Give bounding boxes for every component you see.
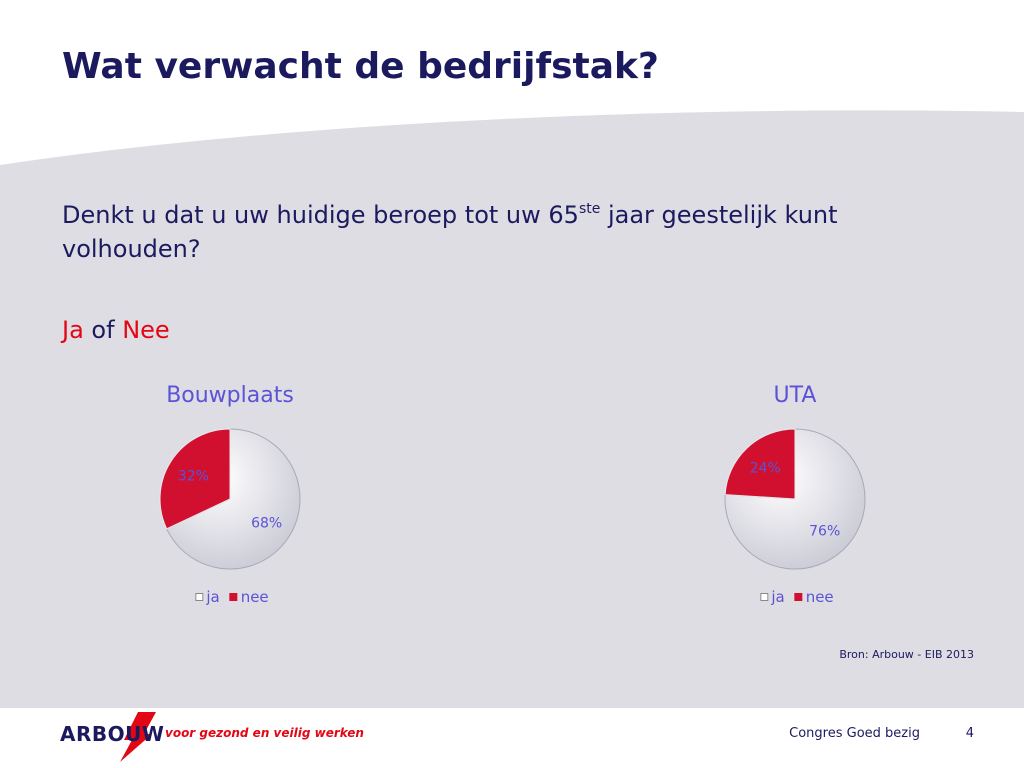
legend-label-ja: ja — [206, 588, 219, 606]
answer-options: Ja of Nee — [62, 316, 170, 344]
survey-question: Denkt u dat u uw huidige beroep tot uw 6… — [62, 198, 962, 266]
pie-label-nee: 32% — [178, 469, 209, 485]
slide-title: Wat verwacht de bedrijfstak? — [62, 46, 659, 87]
chart-title-bouwplaats: Bouwplaats — [166, 383, 294, 408]
legend-bouwplaats: ja nee — [195, 588, 268, 606]
legend-label-ja: ja — [771, 588, 784, 606]
legend-swatch-nee — [795, 593, 803, 601]
answer-ja: Ja — [62, 316, 84, 344]
pie-label-ja: 76% — [809, 524, 840, 540]
legend-swatch-ja — [760, 593, 768, 601]
legend-swatch-nee — [230, 593, 238, 601]
pie-chart-uta: 76% 24% — [720, 424, 870, 574]
footer-slogan: voor gezond en veilig werken — [165, 726, 364, 740]
legend-label-nee: nee — [241, 588, 269, 606]
answer-nee: Nee — [122, 316, 169, 344]
page-number: 4 — [966, 726, 974, 741]
legend-uta: ja nee — [760, 588, 833, 606]
pie-chart-bouwplaats: 68% 32% — [155, 424, 305, 574]
arbouw-logo: ARBOUW — [60, 712, 160, 762]
presentation-title: Congres Goed bezig — [789, 726, 920, 741]
pie-label-ja: 68% — [251, 515, 282, 531]
answer-of: of — [84, 316, 122, 344]
question-text-1: Denkt u dat u uw huidige beroep tot uw 6… — [62, 201, 579, 229]
legend-swatch-ja — [195, 593, 203, 601]
pie-label-nee: 24% — [750, 460, 781, 476]
chart-title-uta: UTA — [774, 383, 817, 408]
source-citation: Bron: Arbouw - EIB 2013 — [839, 648, 974, 661]
legend-label-nee: nee — [806, 588, 834, 606]
logo-text: ARBOUW — [60, 722, 164, 746]
question-superscript: ste — [579, 201, 600, 217]
